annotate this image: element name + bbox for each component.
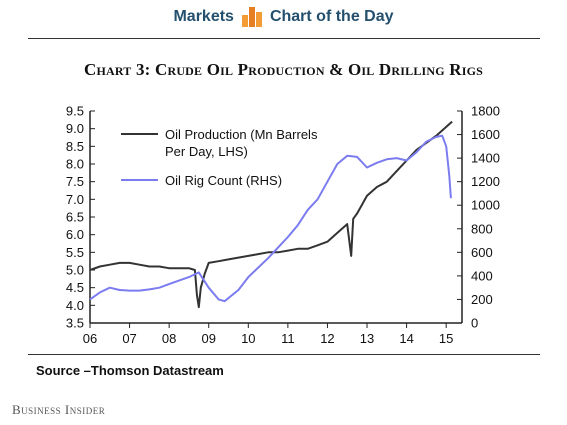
bar-chart-logo-icon (241, 7, 262, 27)
source-note: Source –Thomson Datastream (36, 363, 224, 378)
y-left-tick-label: 9.5 (66, 104, 84, 119)
y-left-tick-label: 3.5 (66, 316, 84, 331)
x-tick-label: 14 (399, 331, 413, 346)
y-right-tick-label: 200 (471, 292, 493, 307)
y-right-tick-label: 800 (471, 221, 493, 236)
x-tick-label: 11 (281, 331, 295, 346)
legend-label-oil-production: Oil Production (Mn Barrels (165, 127, 318, 142)
y-right-tick-label: 1800 (471, 104, 500, 119)
brand-logo: Business Insider (12, 402, 106, 417)
y-right-tick-label: 1600 (471, 127, 500, 142)
y-left-tick-label: 6.5 (66, 210, 84, 225)
y-left-tick-label: 6.0 (66, 227, 84, 242)
y-left-tick-label: 7.0 (66, 192, 84, 207)
y-right-tick-label: 400 (471, 268, 493, 283)
y-left-tick-label: 7.5 (66, 174, 84, 189)
chart-title: Chart 3: Crude Oil Production & Oil Dril… (83, 60, 484, 79)
y-left-tick-label: 9.0 (66, 121, 84, 136)
top-rule (28, 38, 540, 39)
y-right-tick-label: 1400 (471, 151, 500, 166)
legend-label-oil-production: Per Day, LHS) (165, 144, 248, 159)
x-tick-label: 15 (439, 331, 453, 346)
y-left-tick-label: 5.5 (66, 245, 84, 260)
x-tick-label: 06 (83, 331, 97, 346)
feature-label[interactable]: Chart of the Day (269, 8, 394, 25)
y-left-tick-label: 8.0 (66, 157, 84, 172)
y-left-tick-label: 4.5 (66, 280, 84, 295)
y-left-tick-label: 8.5 (66, 139, 84, 154)
y-right-tick-label: 1000 (471, 198, 500, 213)
x-tick-label: 07 (122, 331, 136, 346)
x-tick-label: 12 (320, 331, 334, 346)
x-tick-label: 13 (360, 331, 374, 346)
bottom-rule (28, 354, 540, 355)
series-line-oil-rig-count (89, 134, 452, 303)
y-right-tick-label: 600 (471, 245, 493, 260)
section-label[interactable]: Markets (173, 8, 234, 25)
y-left-tick-label: 5.0 (66, 263, 84, 278)
series-line-oil-production (89, 120, 453, 309)
legend-label-oil-rig-count: Oil Rig Count (RHS) (165, 173, 282, 188)
y-right-tick-label: 1200 (471, 174, 500, 189)
header: Markets Chart of the Day (0, 0, 567, 34)
y-left-tick-label: 4.0 (66, 298, 84, 313)
y-right-tick-label: 0 (471, 316, 478, 331)
x-tick-label: 10 (241, 331, 255, 346)
x-tick-label: 09 (201, 331, 215, 346)
x-tick-label: 08 (162, 331, 176, 346)
